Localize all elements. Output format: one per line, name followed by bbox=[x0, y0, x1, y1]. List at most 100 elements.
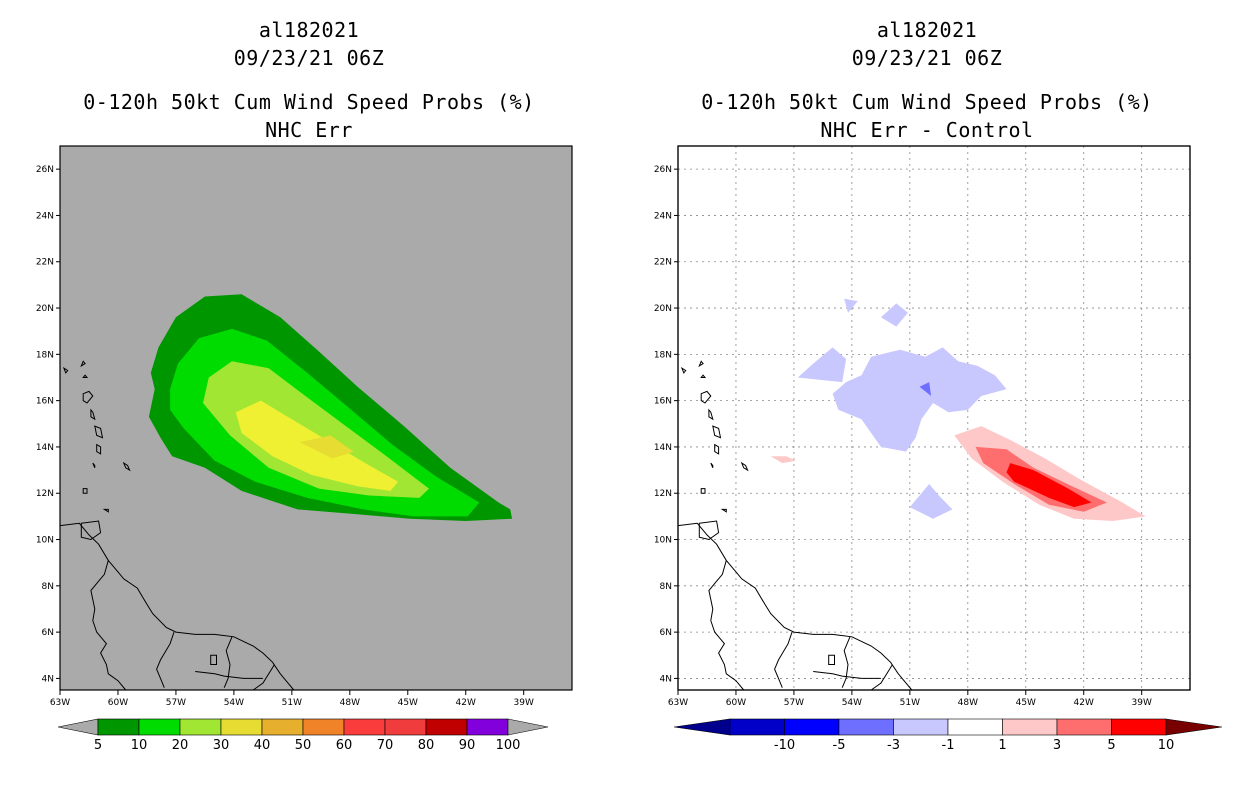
left-colorbar-swatch bbox=[179, 718, 222, 736]
right-trinidad bbox=[698, 520, 720, 541]
right-colorbar-tick-label: -10 bbox=[774, 738, 795, 753]
left-island-0 bbox=[82, 374, 89, 378]
right-colorbar-swatch bbox=[893, 718, 949, 736]
left-lat-label: 14N bbox=[36, 443, 54, 453]
right-lat-label: 18N bbox=[654, 350, 672, 360]
right-lat-label: 6N bbox=[660, 628, 672, 638]
left-lon-label: 57W bbox=[166, 698, 186, 708]
right-lon-label: 60W bbox=[726, 698, 746, 708]
right-colorbar-swatch bbox=[947, 718, 1003, 736]
diff-contour-neg1-west bbox=[797, 347, 847, 383]
right-lon-label: 45W bbox=[1016, 698, 1036, 708]
right-lat-label: 20N bbox=[654, 304, 672, 314]
left-island-7 bbox=[82, 488, 88, 494]
storm-id-right: al182021 bbox=[876, 18, 978, 42]
left-lon-label: 48W bbox=[340, 698, 360, 708]
diff-contour-neg3 bbox=[919, 382, 932, 396]
left-colorbar-tick-label: 70 bbox=[377, 738, 394, 753]
left-island-5 bbox=[122, 461, 131, 472]
left-colorbar-tick-label: 50 bbox=[295, 738, 312, 753]
colorbar-right: -10 -5 -3 -1 1 3 5 10 bbox=[673, 718, 1223, 753]
prob-contour-40 bbox=[299, 435, 354, 459]
left-border-1 bbox=[156, 631, 175, 688]
left-lon-label: 51W bbox=[282, 698, 302, 708]
left-lat-label: 10N bbox=[36, 536, 54, 546]
left-coastline bbox=[59, 522, 295, 691]
subtitle-right: NHC Err - Control bbox=[820, 118, 1034, 142]
right-lon-label: 57W bbox=[784, 698, 804, 708]
left-island-10 bbox=[80, 360, 86, 368]
right-lat-label: 24N bbox=[654, 211, 672, 221]
right-coastline bbox=[677, 522, 913, 691]
left-lat-label: 24N bbox=[36, 211, 54, 221]
right-colorbar-swatch bbox=[1056, 718, 1112, 736]
left-map-frame bbox=[59, 145, 573, 691]
right-lat-label: 4N bbox=[660, 674, 672, 684]
right-lat-label: 10N bbox=[654, 536, 672, 546]
right-island-10 bbox=[698, 360, 704, 368]
left-panel: al182021 09/23/21 06Z 0-120h 50kt Cum Wi… bbox=[36, 18, 573, 753]
left-colorbar-tick-label: 80 bbox=[418, 738, 435, 753]
left-island-1 bbox=[82, 390, 94, 404]
right-lon-label: 48W bbox=[958, 698, 978, 708]
left-island-3 bbox=[94, 425, 104, 439]
left-colorbar-swatch bbox=[220, 718, 263, 736]
right-border-1 bbox=[774, 631, 793, 688]
left-colorbar-tick-label: 10 bbox=[131, 738, 148, 753]
left-border-2 bbox=[223, 636, 233, 688]
datetime-right: 09/23/21 06Z bbox=[851, 46, 1003, 70]
right-colorbar-tick-label: -3 bbox=[887, 738, 900, 753]
left-lat-label: 8N bbox=[42, 582, 54, 592]
right-colorbar-tick-label: -1 bbox=[942, 738, 955, 753]
left-lon-label: 63W bbox=[50, 698, 70, 708]
left-colorbar-tick-label: 40 bbox=[254, 738, 271, 753]
diff-contour-neg1-north2 bbox=[844, 298, 858, 313]
right-colorbar-tick-label: 10 bbox=[1158, 738, 1175, 753]
storm-id-left: al182021 bbox=[258, 18, 360, 42]
right-lon-label: 42W bbox=[1074, 698, 1094, 708]
left-island-2 bbox=[90, 408, 96, 421]
left-lon-label: 54W bbox=[224, 698, 244, 708]
left-lon-label: 42W bbox=[456, 698, 476, 708]
left-trinidad bbox=[80, 520, 102, 541]
right-island-2 bbox=[708, 408, 714, 421]
left-colorbar-swatch bbox=[302, 718, 345, 736]
right-colorbar-swatch bbox=[1002, 718, 1058, 736]
right-island-3 bbox=[712, 425, 722, 439]
left-colorbar-tick-label: 60 bbox=[336, 738, 353, 753]
left-island-6 bbox=[92, 462, 96, 468]
left-colorbar-tick-label: 5 bbox=[94, 738, 102, 753]
right-colorbar-tick-label: -5 bbox=[833, 738, 846, 753]
map-left: 63W 60W 57W 54W 51W 48W 45W 42W 39W 4N 6N 8N 10N 12N 1… bbox=[36, 145, 573, 753]
right-island-0 bbox=[700, 374, 707, 378]
left-lat-label: 22N bbox=[36, 258, 54, 268]
right-lon-label: 39W bbox=[1132, 698, 1152, 708]
left-lat-label: 18N bbox=[36, 350, 54, 360]
left-colorbar-tick-label: 20 bbox=[172, 738, 189, 753]
right-island-4 bbox=[714, 443, 720, 455]
right-border-4 bbox=[813, 671, 881, 679]
right-colorbar-arrow-left bbox=[673, 718, 731, 736]
right-lon-label: 51W bbox=[900, 698, 920, 708]
subtitle-left: NHC Err bbox=[265, 118, 353, 142]
left-lat-label: 20N bbox=[36, 304, 54, 314]
left-colorbar-tick-label: 30 bbox=[213, 738, 230, 753]
right-island-6 bbox=[710, 462, 714, 468]
map-right: 63W 60W 57W 54W 51W 48W 45W 42W 39W 4N 6N 8N 10N 12N 1… bbox=[654, 145, 1223, 753]
left-island-8 bbox=[102, 508, 109, 513]
right-lake bbox=[828, 654, 835, 665]
right-island-1 bbox=[700, 390, 712, 404]
left-border-0 bbox=[90, 560, 127, 691]
datetime-left: 09/23/21 06Z bbox=[233, 46, 385, 70]
right-island-5 bbox=[740, 461, 749, 472]
left-lon-label: 45W bbox=[398, 698, 418, 708]
right-map-background bbox=[678, 146, 1190, 690]
prob-contour-20 bbox=[203, 361, 429, 498]
right-lat-label: 8N bbox=[660, 582, 672, 592]
left-lake bbox=[210, 654, 217, 665]
right-lon-label: 54W bbox=[842, 698, 862, 708]
right-colorbar-tick-label: 5 bbox=[1107, 738, 1115, 753]
left-lat-label: 26N bbox=[36, 165, 54, 175]
left-lon-label: 60W bbox=[108, 698, 128, 708]
left-island-4 bbox=[96, 443, 102, 455]
